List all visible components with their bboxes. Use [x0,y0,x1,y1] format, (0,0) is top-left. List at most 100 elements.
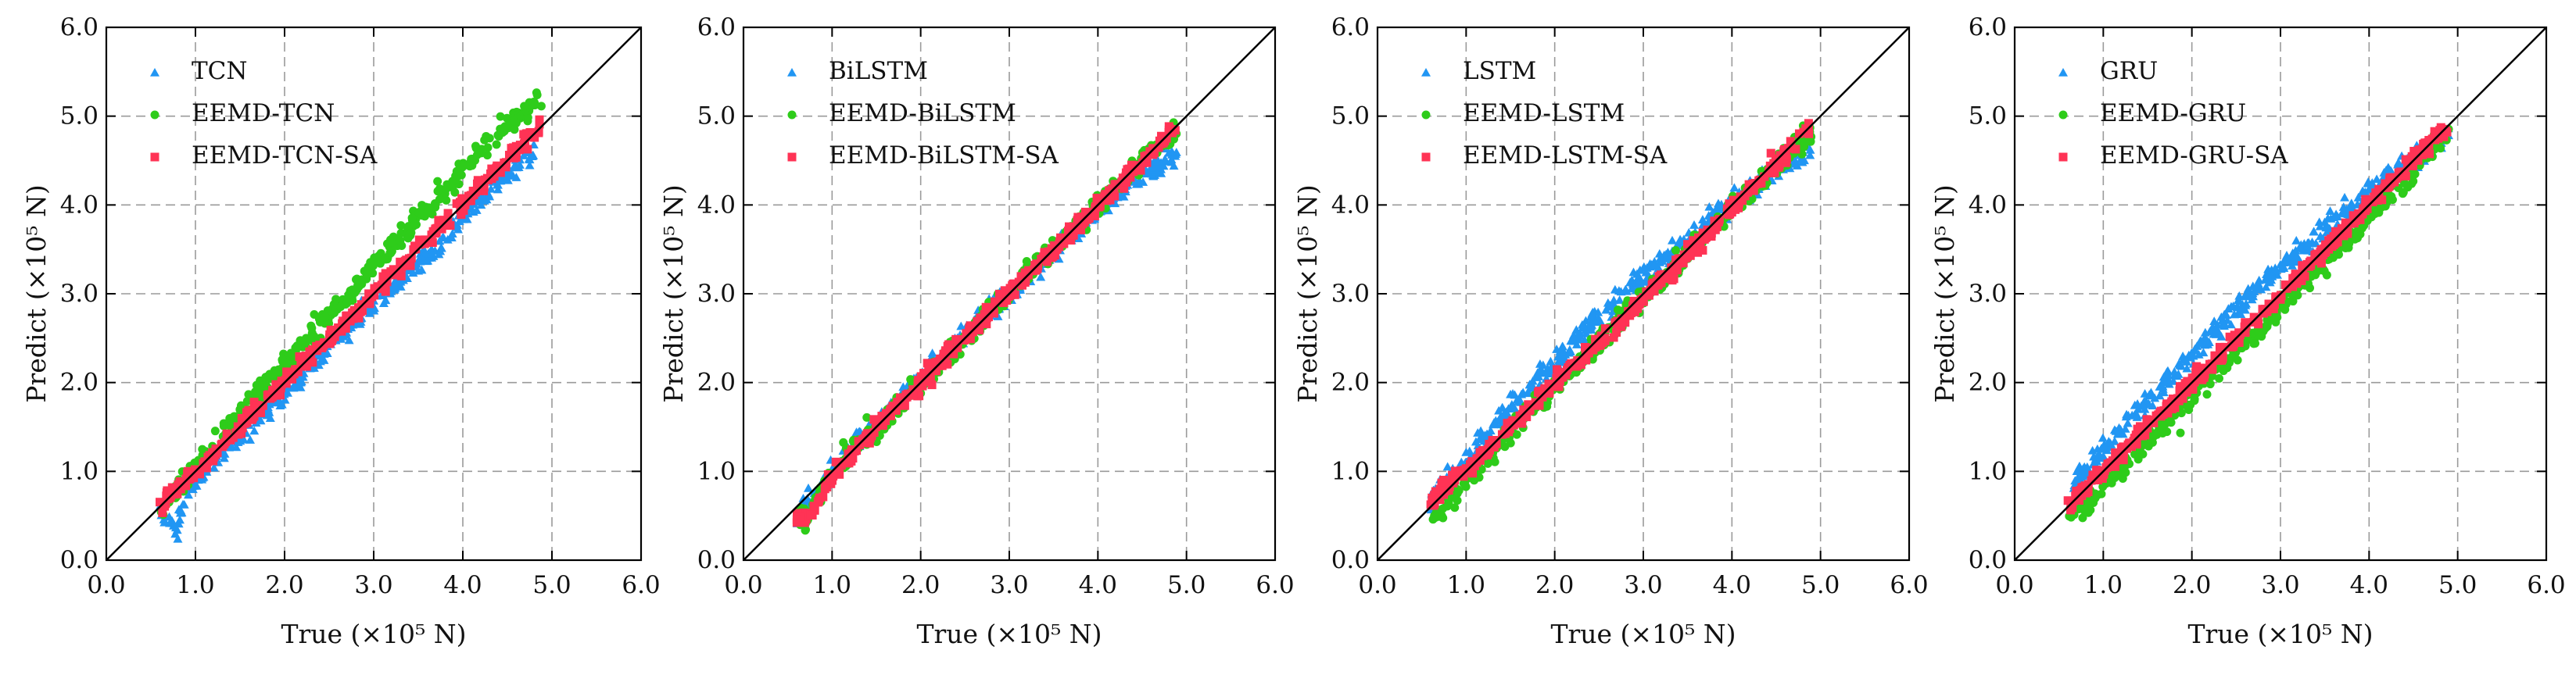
data-point [396,221,406,230]
data-point [404,222,414,231]
data-point [2348,211,2358,220]
data-point [2306,256,2316,266]
data-point [1635,276,1645,285]
data-point [994,289,1004,298]
data-point [2138,449,2148,459]
data-point [937,361,947,370]
x-tick-label: 6.0 [622,571,660,599]
data-point [2209,316,2220,325]
data-point [865,438,874,448]
data-point [2267,271,2277,280]
data-point [1000,286,1009,295]
data-point [342,298,352,307]
data-point [2229,309,2239,319]
data-point [2210,351,2220,360]
data-point [2322,227,2332,237]
data-point [396,228,406,238]
data-point [319,349,329,358]
data-point [1636,295,1646,305]
x-axis-label: True (×10⁵ N) [281,619,466,649]
data-point [1707,229,1716,238]
data-point [2072,487,2081,496]
data-point [1482,429,1492,438]
data-point [1621,286,1632,295]
data-point [1729,183,1739,192]
data-point [482,173,492,183]
data-point [274,381,284,391]
data-point [287,348,296,358]
data-point [264,407,274,416]
data-point [1765,166,1774,176]
x-tick-label: 6.0 [2527,571,2565,599]
data-point [1626,277,1636,287]
data-point [1600,324,1610,334]
data-point [308,358,317,367]
data-point [475,194,485,203]
data-point [2309,227,2319,236]
data-point [1567,359,1576,368]
data-point [1579,335,1589,345]
data-point [274,368,283,377]
series-EEMD-BiLSTM-SA [792,122,1180,527]
data-point [2385,175,2395,184]
data-point [2148,416,2157,425]
data-point [296,377,306,387]
data-point [1005,291,1015,300]
data-point [2298,265,2308,274]
data-point [801,526,810,535]
data-point [288,382,299,391]
data-point [1171,148,1181,156]
data-point [344,335,354,345]
data-point [1519,405,1528,414]
data-point [473,176,482,185]
x-axis-label: True (×10⁵ N) [1550,619,1736,649]
data-point [1803,127,1812,137]
data-point [222,429,231,438]
data-point [1147,162,1157,172]
data-point [492,140,501,149]
data-point [1523,387,1533,396]
data-point [1535,401,1544,410]
data-point [1630,307,1639,316]
x-tick-label: 5.0 [1167,571,1206,599]
data-point [1064,222,1073,231]
data-point [396,236,405,245]
y-tick-label: 5.0 [697,102,736,130]
y-tick-label: 4.0 [1969,191,2007,219]
y-tick-label: 2.0 [1969,369,2007,397]
data-point [1022,256,1031,266]
data-point [2248,328,2258,338]
data-point [2135,422,2144,431]
data-point [939,349,948,359]
data-point [2155,391,2165,400]
legend-marker [150,152,159,162]
data-point [1437,511,1446,520]
data-point [2166,418,2176,427]
data-point [435,195,444,204]
data-point [1654,272,1664,281]
data-point [161,499,170,509]
data-point [1581,325,1591,334]
data-point [1804,119,1813,128]
data-point [2194,338,2205,348]
data-point [1165,124,1174,134]
data-point [471,205,482,214]
data-point [170,490,179,499]
data-point [2217,346,2227,355]
data-point [1524,380,1535,389]
data-point [1077,225,1086,234]
data-point [155,498,164,507]
data-point [1092,193,1102,202]
data-point [1474,473,1484,482]
data-point [315,341,324,350]
data-point [341,319,350,328]
data-point [1016,272,1026,281]
data-point [1660,271,1669,280]
data-point [967,321,976,330]
data-point [1084,214,1094,223]
data-point [158,509,167,518]
data-point [2409,177,2418,186]
y-tick-label: 4.0 [60,191,99,219]
